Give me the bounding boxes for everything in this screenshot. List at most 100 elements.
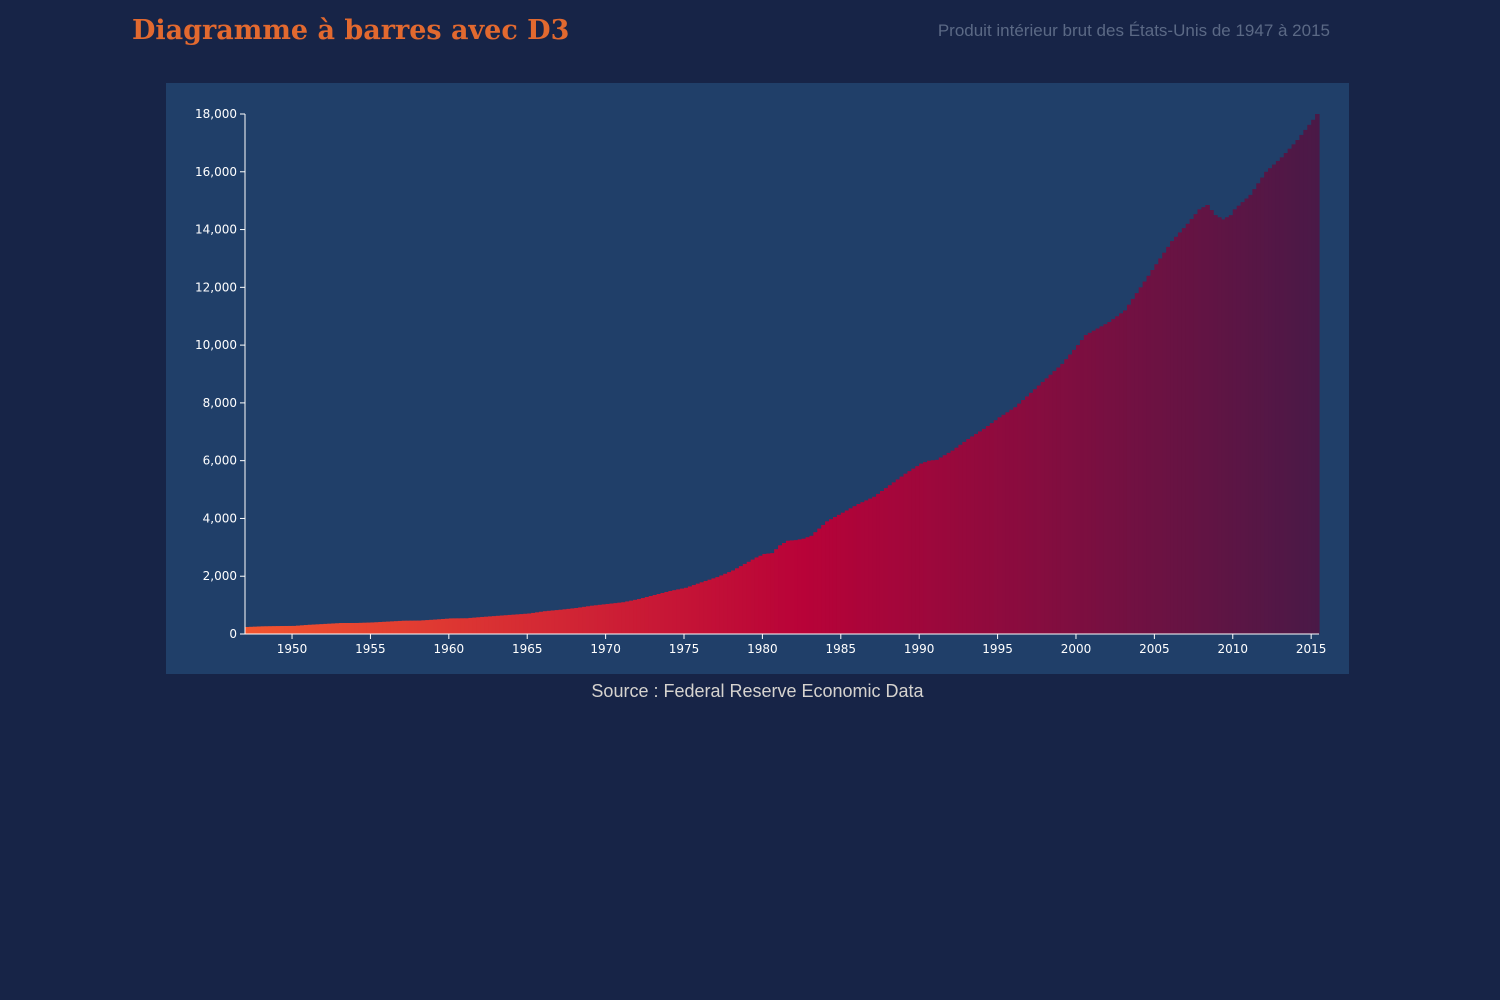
x-tick-label: 1950 <box>277 642 308 656</box>
bar <box>1268 168 1273 635</box>
y-tick-label: 18,000 <box>195 107 237 121</box>
x-axis: 1950 1955 1960 1965 1970 1975 1980 1985 1990 1995… <box>245 633 1326 656</box>
bar <box>1185 223 1191 634</box>
bar <box>248 626 254 634</box>
bar <box>805 537 811 634</box>
bar <box>307 624 313 634</box>
bar <box>840 512 846 634</box>
bar <box>954 447 959 634</box>
bar <box>448 618 454 634</box>
bar <box>770 553 775 634</box>
bar <box>856 504 861 634</box>
bar <box>405 620 411 634</box>
bar <box>1154 264 1159 634</box>
bar <box>437 619 442 634</box>
bar <box>891 482 897 634</box>
bar <box>1177 232 1183 634</box>
bar <box>1134 293 1140 634</box>
bar <box>339 623 344 634</box>
x-tick-label: 1960 <box>434 642 465 656</box>
bar <box>1217 217 1222 634</box>
bar <box>570 608 575 634</box>
bar <box>550 610 556 634</box>
bar <box>566 608 571 634</box>
bar <box>1193 214 1199 634</box>
bar <box>883 488 889 634</box>
bar <box>1189 218 1195 634</box>
bar <box>621 602 626 634</box>
bar <box>1095 328 1101 634</box>
bar <box>1197 209 1203 634</box>
bar <box>609 603 615 634</box>
bar <box>1209 210 1214 634</box>
bar <box>574 608 579 634</box>
bar <box>1307 124 1312 634</box>
bar <box>813 532 818 634</box>
bar <box>1299 134 1304 634</box>
bar <box>672 590 677 634</box>
bar <box>484 616 489 634</box>
bar <box>734 568 740 634</box>
bar <box>362 622 368 634</box>
bar <box>586 606 591 634</box>
bar <box>1256 183 1261 634</box>
bar <box>1060 363 1065 634</box>
bar <box>1173 236 1179 634</box>
bar <box>386 621 391 634</box>
bar <box>311 624 317 634</box>
bar <box>821 524 826 634</box>
bar <box>542 611 548 634</box>
bar <box>401 620 407 634</box>
bar <box>715 577 720 634</box>
bar <box>1025 396 1030 634</box>
bar <box>601 604 607 634</box>
bar <box>1138 287 1144 634</box>
bar <box>515 614 520 634</box>
bar <box>589 605 595 634</box>
bar <box>993 420 999 634</box>
bar <box>707 579 713 634</box>
bar <box>930 460 936 634</box>
bar <box>350 622 356 634</box>
bar <box>1021 400 1026 634</box>
bar <box>456 618 462 634</box>
bar <box>370 622 375 634</box>
bar <box>535 612 540 634</box>
bar <box>640 598 646 634</box>
bar <box>1044 378 1050 634</box>
bar <box>1040 381 1046 634</box>
bar <box>801 538 807 634</box>
bar <box>664 591 669 634</box>
bar <box>1099 326 1105 634</box>
bar <box>1158 258 1163 634</box>
bar <box>774 549 779 634</box>
bar <box>1224 217 1230 634</box>
bar <box>832 517 838 634</box>
bar <box>578 607 583 634</box>
bar <box>1036 385 1042 634</box>
bar <box>1232 209 1238 634</box>
bar <box>1056 367 1061 634</box>
bar <box>981 428 987 634</box>
bar <box>644 597 650 634</box>
bar <box>950 450 956 634</box>
bar <box>413 620 419 634</box>
bar <box>738 566 744 634</box>
bar <box>934 459 940 634</box>
bar <box>546 610 552 634</box>
y-tick-label: 4,000 <box>203 511 237 525</box>
bar <box>1236 205 1242 634</box>
bar <box>629 600 634 634</box>
bar <box>346 622 352 634</box>
bar <box>844 510 850 634</box>
y-tick-label: 6,000 <box>203 454 237 468</box>
bar <box>1119 313 1124 634</box>
bar <box>491 616 497 634</box>
bar <box>268 626 274 634</box>
bar <box>1150 270 1155 634</box>
bar <box>797 539 803 634</box>
bar <box>331 623 336 634</box>
bar <box>966 439 971 634</box>
bar <box>527 613 532 634</box>
x-tick-label: 1990 <box>904 642 935 656</box>
